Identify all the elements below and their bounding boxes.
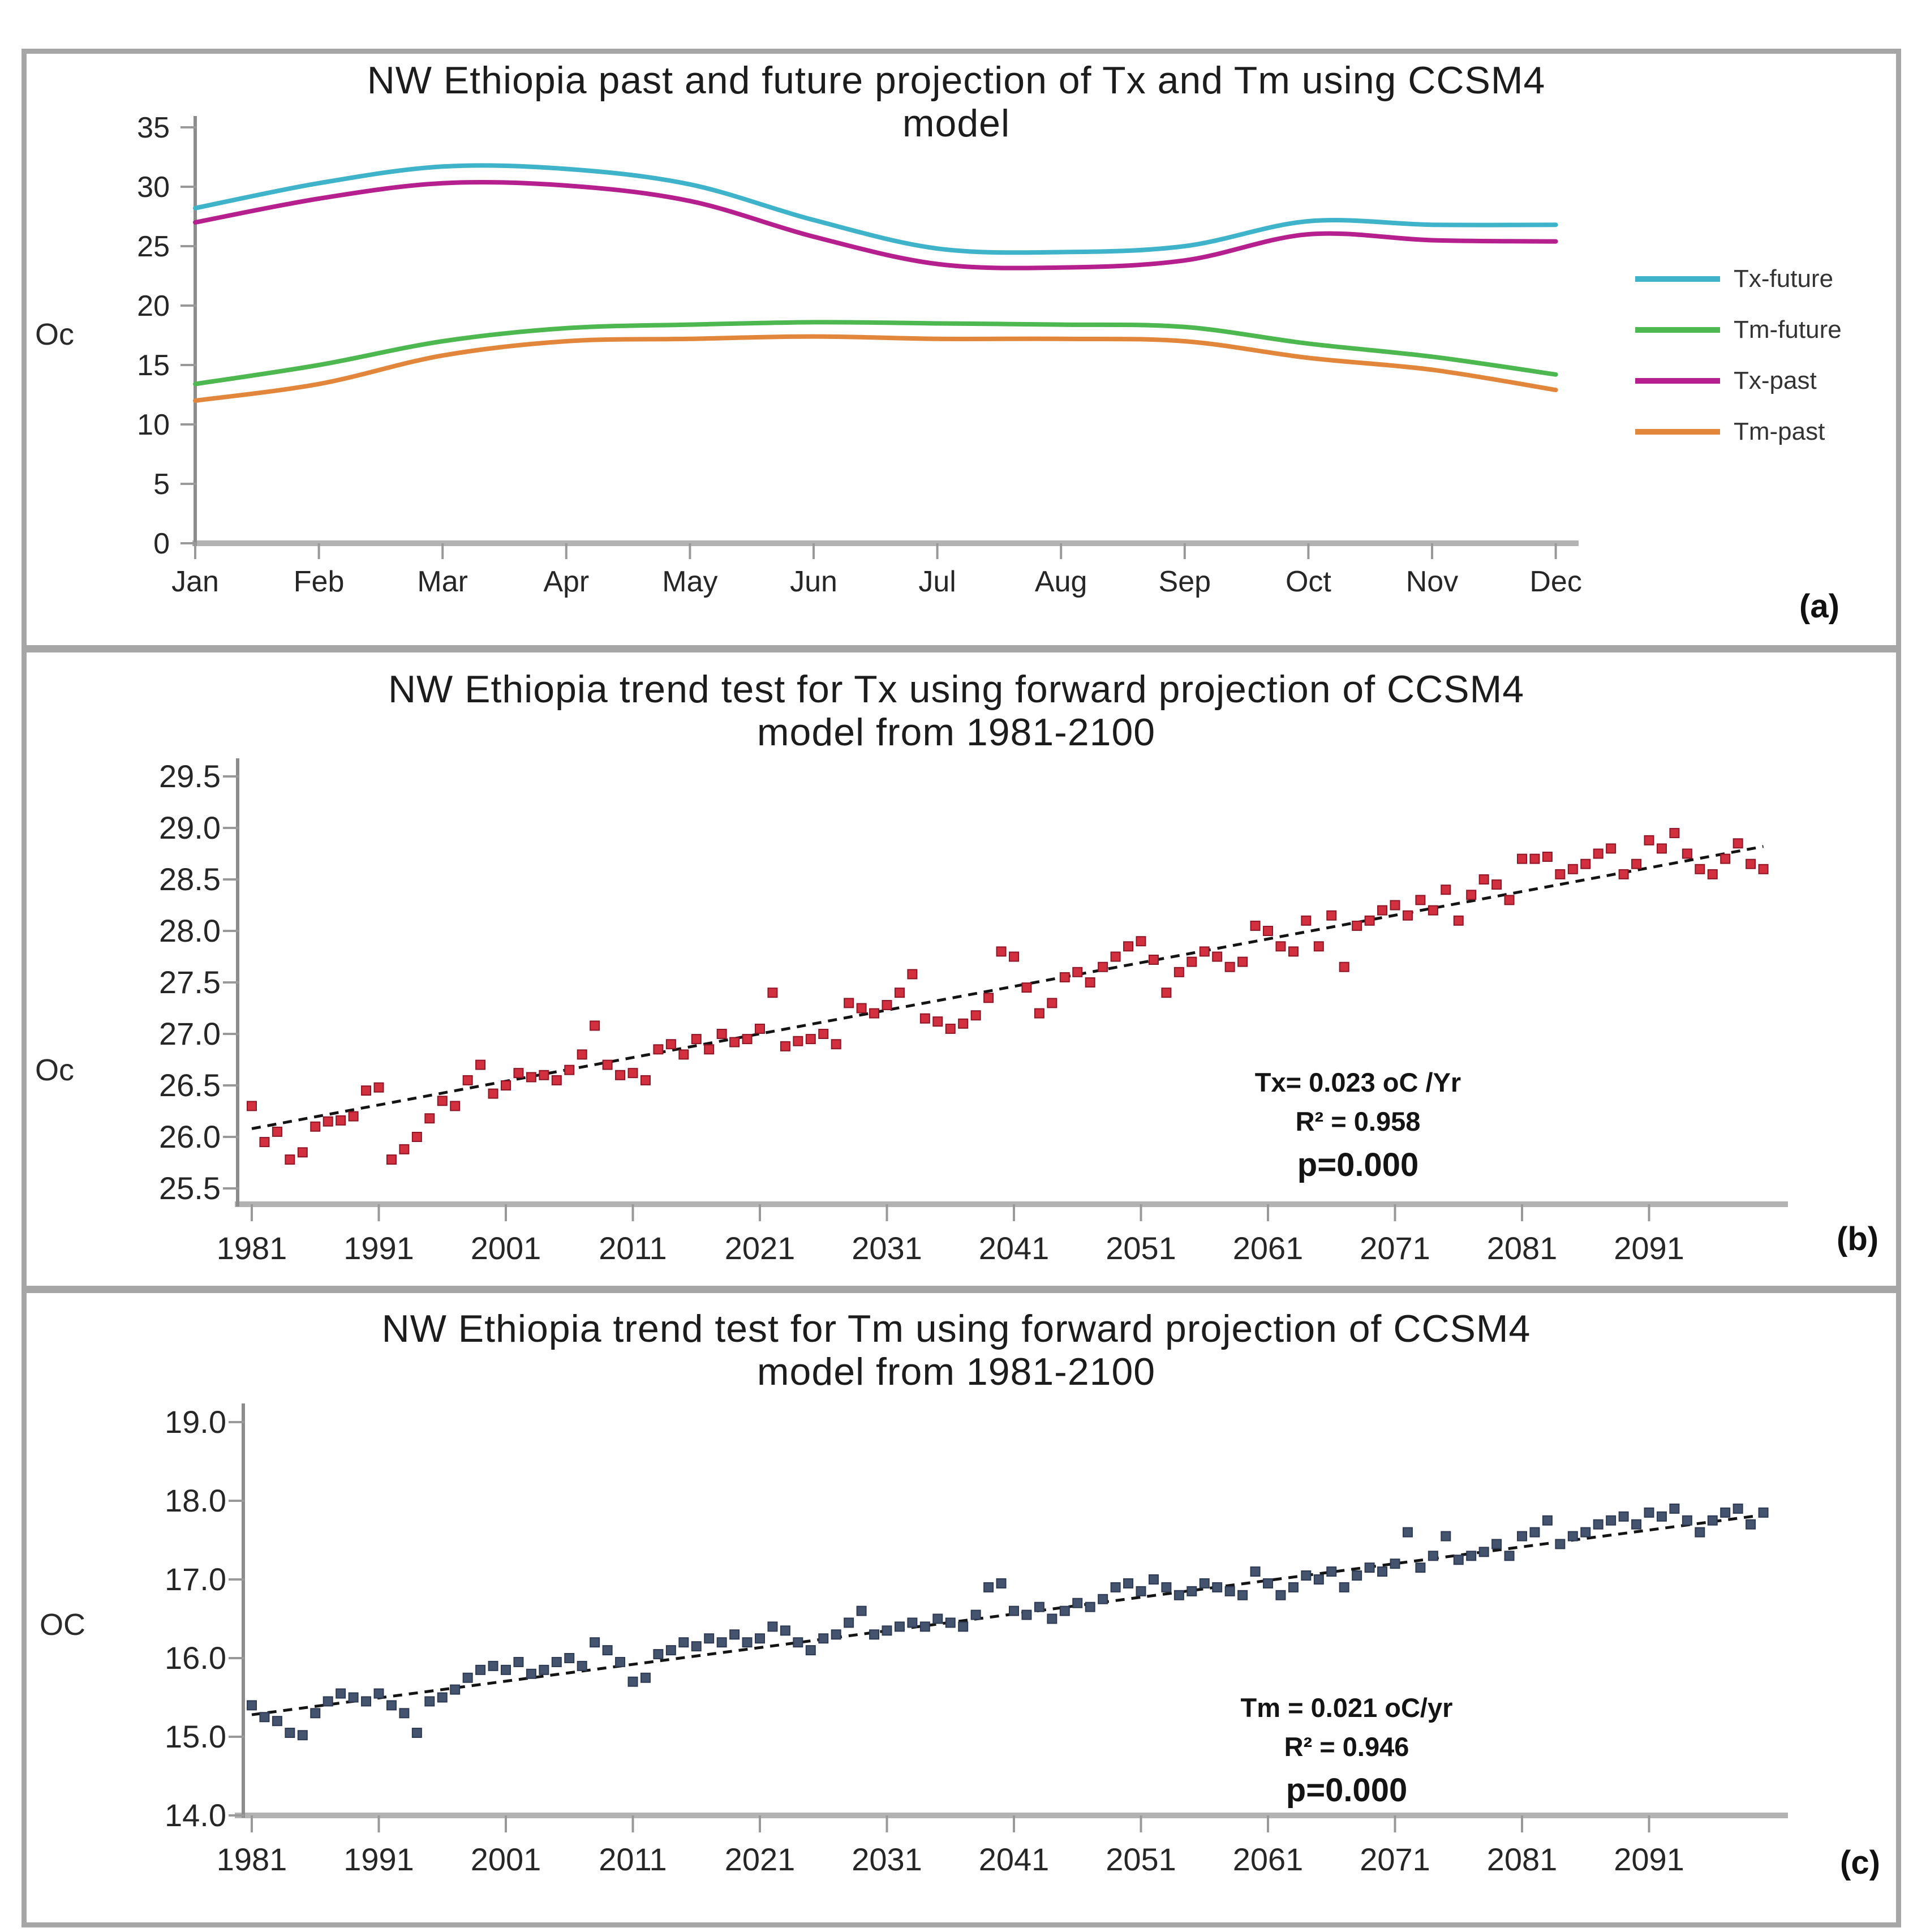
svg-text:2001: 2001	[471, 1841, 541, 1877]
legend-item-tm-future: Tm-future	[1635, 304, 1842, 355]
panel-b-y-axis-label: Oc	[35, 1053, 75, 1087]
svg-text:Oct: Oct	[1286, 565, 1331, 598]
svg-text:25: 25	[137, 230, 170, 263]
panel-b-trend-annotation: Tx= 0.023 oC /Yr R² = 0.958 p=0.000	[1103, 1067, 1613, 1184]
svg-text:Jan: Jan	[171, 565, 219, 598]
svg-text:2011: 2011	[599, 1230, 667, 1266]
svg-text:2061: 2061	[1233, 1230, 1304, 1266]
svg-text:2091: 2091	[1614, 1230, 1684, 1266]
svg-text:29.0: 29.0	[159, 810, 221, 845]
svg-text:1981: 1981	[217, 1230, 287, 1266]
panel-b-title: NW Ethiopia trend test for Tx using forw…	[164, 668, 1748, 754]
svg-text:2081: 2081	[1487, 1230, 1558, 1266]
svg-text:1991: 1991	[343, 1230, 414, 1266]
panel-c-title-line2: model from 1981-2100	[756, 1350, 1156, 1393]
figure-frame	[22, 49, 1901, 1927]
svg-text:0: 0	[153, 527, 170, 560]
panel-separator-bc	[22, 1286, 1901, 1293]
svg-text:16.0: 16.0	[165, 1640, 226, 1676]
panel-a-label: (a)	[1799, 588, 1839, 625]
svg-text:Jun: Jun	[790, 565, 837, 598]
legend-label-tm-future: Tm-future	[1734, 316, 1842, 344]
svg-text:26.5: 26.5	[159, 1067, 221, 1103]
svg-text:Feb: Feb	[294, 565, 345, 598]
panel-c-trend-annotation: Tm = 0.021 oC/yr R² = 0.946 p=0.000	[1092, 1692, 1601, 1809]
svg-text:Mar: Mar	[417, 565, 468, 598]
tx-future-line-swatch	[1635, 276, 1720, 282]
svg-text:25.5: 25.5	[159, 1170, 221, 1206]
svg-text:2091: 2091	[1614, 1841, 1684, 1877]
svg-text:28.0: 28.0	[159, 913, 221, 948]
panel-b-title-line2: model from 1981-2100	[756, 711, 1156, 754]
tm-future-line-swatch	[1635, 327, 1720, 333]
panel-c-label: (c)	[1840, 1844, 1880, 1881]
svg-text:15.0: 15.0	[165, 1719, 226, 1754]
svg-text:28.5: 28.5	[159, 861, 221, 897]
svg-text:2031: 2031	[852, 1230, 922, 1266]
svg-text:Apr: Apr	[543, 565, 589, 598]
svg-text:Nov: Nov	[1406, 565, 1458, 598]
panel-a-title-line2: model	[902, 102, 1011, 145]
svg-text:2061: 2061	[1233, 1841, 1304, 1877]
svg-text:2011: 2011	[599, 1841, 667, 1877]
panel-a-title-line1: NW Ethiopia past and future projection o…	[367, 59, 1546, 102]
panel-a-y-axis-label: Oc	[35, 317, 75, 351]
svg-text:Aug: Aug	[1035, 565, 1087, 598]
svg-text:May: May	[662, 565, 717, 598]
legend-label-tm-past: Tm-past	[1734, 418, 1825, 445]
svg-text:2051: 2051	[1106, 1841, 1176, 1877]
tm-past-line-swatch	[1635, 429, 1720, 435]
svg-text:10: 10	[137, 409, 170, 441]
tx-past-line-swatch	[1635, 378, 1720, 384]
svg-text:35: 35	[137, 111, 170, 144]
panel-b-title-line1: NW Ethiopia trend test for Tx using forw…	[388, 668, 1525, 711]
panel-c-pvalue-text: p=0.000	[1286, 1772, 1408, 1809]
svg-text:14.0: 14.0	[165, 1797, 226, 1833]
svg-text:2021: 2021	[725, 1841, 796, 1877]
svg-text:18.0: 18.0	[165, 1483, 226, 1518]
svg-text:29.5: 29.5	[159, 758, 221, 794]
panel-separator-ab	[22, 645, 1901, 652]
svg-text:27.0: 27.0	[159, 1016, 221, 1051]
panel-c-title: NW Ethiopia trend test for Tm using forw…	[164, 1307, 1748, 1393]
svg-text:Jul: Jul	[918, 565, 956, 598]
svg-text:2021: 2021	[725, 1230, 796, 1266]
svg-text:19.0: 19.0	[165, 1404, 226, 1440]
legend-item-tx-past: Tx-past	[1635, 355, 1842, 406]
svg-text:30: 30	[137, 171, 170, 204]
svg-text:5: 5	[153, 468, 170, 501]
panel-a-legend: Tx-future Tm-future Tx-past Tm-past	[1635, 254, 1842, 457]
legend-item-tm-past: Tm-past	[1635, 406, 1842, 457]
svg-text:Dec: Dec	[1529, 565, 1581, 598]
svg-text:2081: 2081	[1487, 1841, 1558, 1877]
svg-text:2041: 2041	[979, 1230, 1050, 1266]
svg-text:1981: 1981	[217, 1841, 287, 1877]
svg-text:27.5: 27.5	[159, 964, 221, 1000]
svg-text:2071: 2071	[1360, 1230, 1430, 1266]
svg-text:15: 15	[137, 349, 170, 382]
panel-a-title: NW Ethiopia past and future projection o…	[164, 59, 1748, 145]
svg-text:1991: 1991	[343, 1841, 414, 1877]
panel-c-slope-text: Tm = 0.021 oC/yr	[1240, 1693, 1453, 1723]
svg-text:Sep: Sep	[1159, 565, 1211, 598]
svg-text:2071: 2071	[1360, 1841, 1430, 1877]
svg-text:2041: 2041	[979, 1841, 1050, 1877]
panel-c-title-line1: NW Ethiopia trend test for Tm using forw…	[381, 1307, 1531, 1350]
legend-item-tx-future: Tx-future	[1635, 254, 1842, 304]
svg-text:26.0: 26.0	[159, 1119, 221, 1154]
panel-b-r2-text: R² = 0.958	[1295, 1106, 1421, 1136]
panel-b-slope-text: Tx= 0.023 oC /Yr	[1254, 1067, 1461, 1097]
panel-b-label: (b)	[1837, 1221, 1879, 1257]
panel-c-r2-text: R² = 0.946	[1284, 1732, 1409, 1762]
svg-text:2001: 2001	[471, 1230, 541, 1266]
svg-text:17.0: 17.0	[165, 1561, 226, 1597]
legend-label-tx-past: Tx-past	[1734, 367, 1817, 394]
svg-text:2051: 2051	[1106, 1230, 1176, 1266]
panel-b-pvalue-text: p=0.000	[1297, 1147, 1419, 1183]
panel-c-y-axis-label: OC	[40, 1608, 85, 1642]
svg-text:20: 20	[137, 290, 170, 323]
svg-text:2031: 2031	[852, 1841, 922, 1877]
legend-label-tx-future: Tx-future	[1734, 265, 1834, 293]
